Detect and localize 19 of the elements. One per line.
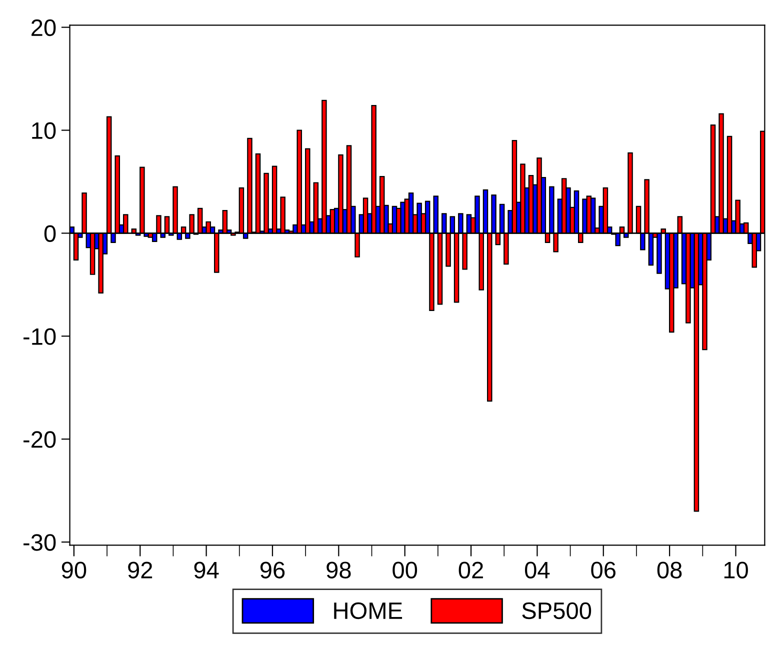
y-tick-label: 10: [32, 122, 56, 140]
x-tick-label: 92: [128, 562, 152, 578]
x-tick-label: 10: [724, 562, 748, 578]
x-tick-label: 90: [62, 562, 86, 578]
legend-label: HOME: [334, 602, 402, 620]
y-tick-label: -10: [24, 328, 56, 345]
x-tick-label: 06: [591, 562, 616, 578]
x-tick-label: 02: [458, 562, 483, 578]
y-tick-label: 20: [32, 19, 56, 36]
x-tick-label: 96: [260, 562, 285, 578]
x-tick-label: 08: [657, 562, 682, 578]
x-tick-label: 98: [326, 562, 351, 578]
x-tick-label: 00: [392, 562, 418, 578]
y-tick-label: -30: [24, 534, 56, 551]
y-tick-label: 0: [44, 225, 56, 242]
legend-label: SP500: [522, 602, 592, 620]
x-tick-label: 94: [194, 562, 219, 578]
x-tick-label: 04: [524, 562, 550, 578]
y-tick-label: -20: [24, 431, 56, 448]
